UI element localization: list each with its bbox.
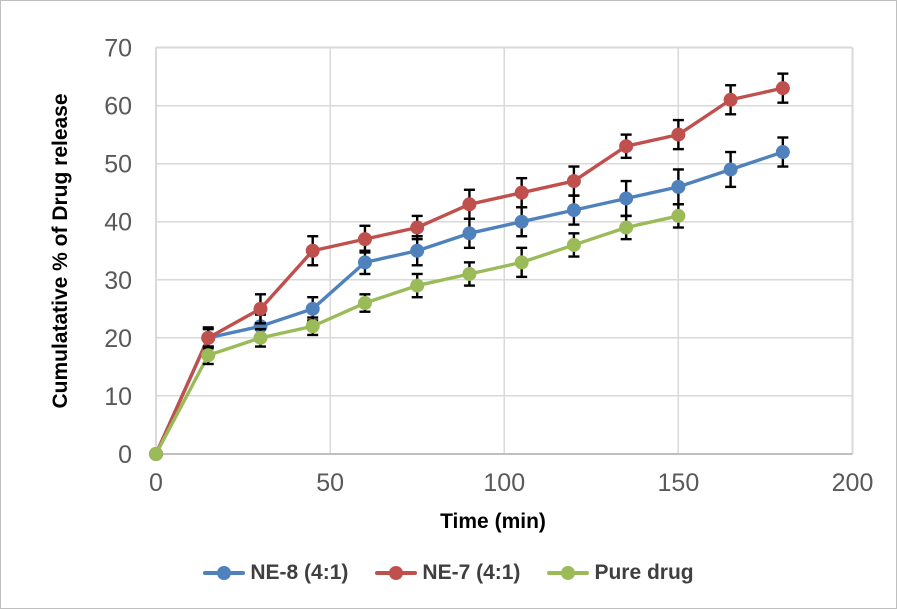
data-point-marker bbox=[514, 255, 529, 270]
data-point-marker bbox=[305, 243, 320, 258]
data-point-marker bbox=[462, 226, 477, 241]
data-point-marker bbox=[149, 447, 163, 461]
legend-dot-icon bbox=[217, 566, 232, 580]
line-dot-marker-icon bbox=[547, 566, 590, 580]
data-point-marker bbox=[253, 301, 268, 316]
data-point-marker bbox=[514, 214, 529, 229]
y-tick-label: 60 bbox=[104, 93, 132, 121]
data-point-marker bbox=[305, 319, 320, 334]
legend-dot-icon bbox=[389, 566, 404, 580]
data-point-marker bbox=[201, 348, 216, 363]
data-point-marker bbox=[357, 296, 372, 311]
data-point-marker bbox=[671, 127, 686, 142]
legend-label-ne7: NE-7 (4:1) bbox=[422, 561, 521, 584]
line-dot-marker-icon bbox=[375, 566, 418, 580]
data-point-marker bbox=[201, 330, 216, 345]
tick-labels: 0 10 20 30 40 50 60 70 0 50 100 150 200 bbox=[104, 35, 873, 498]
data-point-marker bbox=[357, 255, 372, 270]
y-tick-label: 50 bbox=[104, 151, 132, 179]
data-point-marker bbox=[566, 174, 581, 189]
gridlines bbox=[155, 46, 854, 454]
data-point-marker bbox=[410, 243, 425, 258]
data-point-marker bbox=[566, 203, 581, 218]
legend-dot-icon bbox=[561, 566, 576, 580]
y-tick-label: 70 bbox=[104, 35, 132, 63]
data-point-marker bbox=[305, 301, 320, 316]
data-point-marker bbox=[775, 145, 790, 160]
data-point-marker bbox=[775, 81, 790, 96]
data-point-marker bbox=[462, 266, 477, 281]
data-point-marker bbox=[619, 220, 634, 235]
data-point-marker bbox=[671, 208, 686, 223]
data-point-marker bbox=[410, 220, 425, 235]
legend-item-ne8: NE-8 (4:1) bbox=[203, 561, 348, 585]
series-ne-7-4-1 bbox=[149, 72, 790, 461]
y-tick-label: 0 bbox=[118, 441, 132, 469]
y-tick-label: 40 bbox=[104, 209, 132, 237]
data-point-marker bbox=[723, 92, 738, 107]
data-point-marker bbox=[410, 278, 425, 293]
legend: NE-8 (4:1) NE-7 (4:1) Pure drug bbox=[1, 553, 896, 593]
data-point-marker bbox=[462, 197, 477, 212]
y-axis-title: Cumulatative % of Drug release bbox=[49, 93, 72, 409]
data-point-marker bbox=[723, 162, 738, 177]
data-point-marker bbox=[671, 179, 686, 194]
line-dot-marker-icon bbox=[203, 566, 246, 580]
x-tick-label: 100 bbox=[483, 469, 525, 497]
data-point-marker bbox=[619, 139, 634, 154]
series-ne-8-4-1 bbox=[149, 136, 790, 461]
y-tick-label: 20 bbox=[104, 325, 132, 353]
legend-item-ne7: NE-7 (4:1) bbox=[375, 561, 520, 585]
legend-item-pure-drug: Pure drug bbox=[547, 561, 694, 585]
data-point-marker bbox=[619, 191, 634, 206]
y-tick-label: 30 bbox=[104, 267, 132, 295]
y-tick-label: 10 bbox=[104, 383, 132, 411]
data-point-marker bbox=[566, 237, 581, 252]
x-tick-label: 200 bbox=[832, 469, 874, 497]
legend-label-ne8: NE-8 (4:1) bbox=[250, 561, 349, 584]
data-point-marker bbox=[253, 330, 268, 345]
x-tick-label: 0 bbox=[149, 469, 163, 497]
data-point-marker bbox=[357, 232, 372, 247]
data-point-marker bbox=[514, 185, 529, 200]
series-pure-drug bbox=[149, 203, 686, 461]
legend-label-pure-drug: Pure drug bbox=[594, 561, 694, 584]
x-tick-label: 50 bbox=[316, 469, 344, 497]
x-axis-title: Time (min) bbox=[440, 510, 546, 533]
x-tick-label: 150 bbox=[658, 469, 700, 497]
